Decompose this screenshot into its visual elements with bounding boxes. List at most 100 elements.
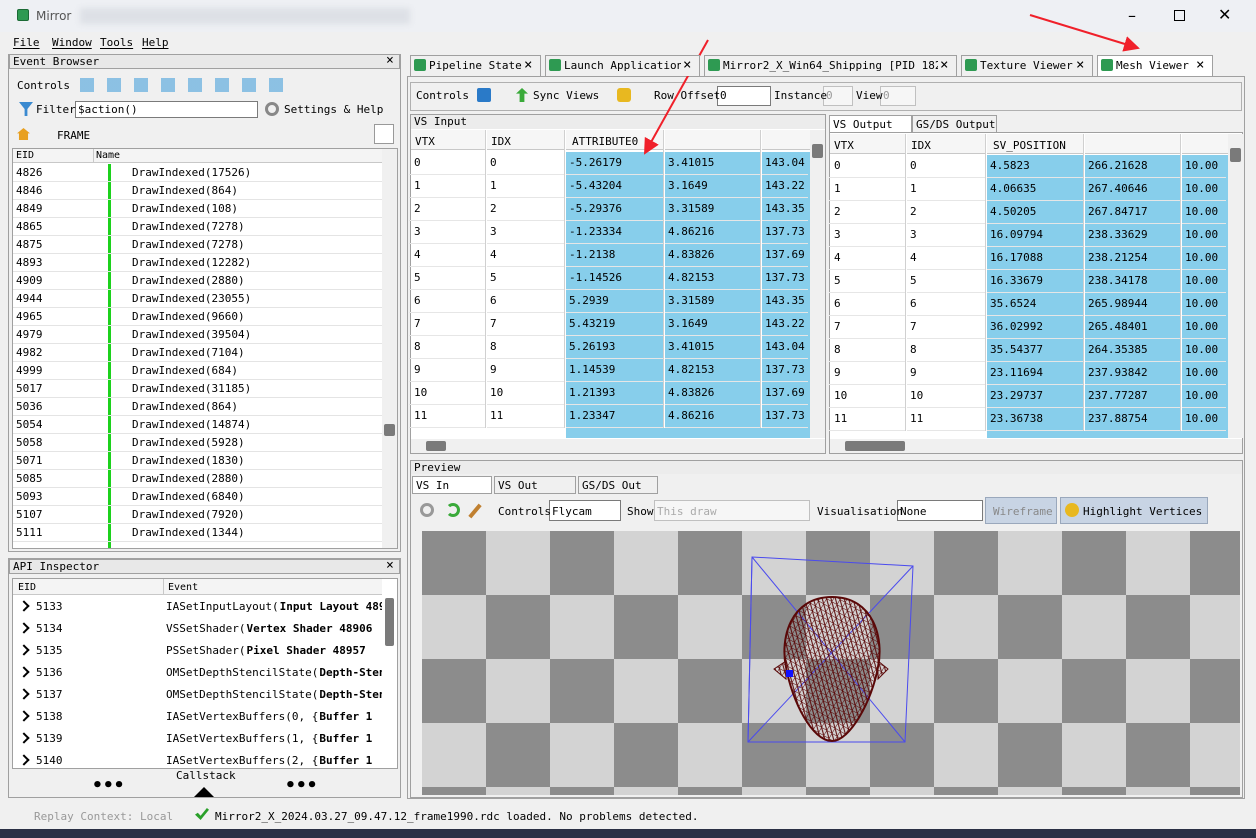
value-cell: -1.14526 — [569, 271, 622, 284]
tab-label[interactable]: Mirror2_X_Win64_Shipping [PID 182… — [723, 59, 938, 72]
tab-label[interactable]: Texture Viewer — [980, 59, 1073, 72]
tab[interactable] — [704, 55, 957, 76]
settings-icon — [420, 503, 434, 517]
value-cell: 238.21254 — [1088, 251, 1148, 264]
gear-icon — [265, 102, 279, 116]
close-icon[interactable]: × — [386, 558, 394, 573]
tab[interactable] — [829, 115, 912, 133]
highlight-button[interactable] — [1060, 497, 1208, 524]
tab-label[interactable]: VS Out — [498, 479, 538, 492]
event-name[interactable]: DrawIndexed(864) — [132, 184, 238, 197]
highlight-label[interactable]: Highlight Vertices — [1083, 505, 1203, 518]
event-name[interactable]: DrawIndexed(17526) — [132, 166, 252, 179]
event-name[interactable]: DrawIndexed(5928) — [132, 436, 245, 449]
tab[interactable] — [912, 115, 997, 133]
row-offset-input[interactable] — [717, 86, 771, 106]
event-name[interactable]: DrawIndexed(9660) — [132, 310, 245, 323]
close-button[interactable]: ✕ — [1218, 5, 1232, 24]
menu-item[interactable]: Tools — [100, 36, 134, 49]
event-name[interactable]: DrawIndexed(7278) — [132, 220, 245, 233]
event-name[interactable]: DrawIndexed(23055) — [132, 292, 252, 305]
visualisation-value[interactable]: None — [900, 505, 927, 518]
event-name[interactable]: DrawIndexed(108) — [132, 202, 238, 215]
tab-close[interactable]: × — [940, 57, 949, 73]
tab-label[interactable]: Launch Application — [564, 59, 681, 72]
event-id: 4826 — [16, 166, 43, 179]
row-line — [13, 523, 382, 524]
tab-close[interactable]: × — [683, 57, 692, 73]
close-icon[interactable]: × — [386, 53, 394, 68]
event-id: 4979 — [16, 328, 43, 341]
event-name[interactable]: DrawIndexed(1830) — [132, 454, 245, 467]
event-name[interactable]: DrawIndexed(6840) — [132, 490, 245, 503]
row-line — [13, 325, 382, 326]
event-name[interactable]: DrawIndexed(864) — [132, 400, 238, 413]
tab-label[interactable]: VS Output — [833, 118, 893, 131]
tab-close[interactable]: × — [1076, 57, 1085, 73]
event-name[interactable]: DrawIndexed(7920) — [132, 508, 245, 521]
filter-value: $action() — [78, 103, 138, 116]
tab-label[interactable]: Pipeline State — [429, 59, 522, 72]
event-name[interactable]: DrawIndexed(39504) — [132, 328, 252, 341]
tab-label[interactable]: VS In — [416, 479, 450, 492]
event-name[interactable]: DrawIndexed(2880) — [132, 274, 245, 287]
tab[interactable] — [410, 55, 541, 76]
app-icon — [17, 9, 29, 21]
value-cell: 16.17088 — [990, 251, 1043, 264]
minimize-button[interactable]: – — [1128, 6, 1136, 25]
value-cell: 137.69 — [765, 386, 805, 399]
menu-item[interactable]: Window — [52, 36, 92, 49]
column-divider — [93, 149, 94, 163]
event-id: 4865 — [16, 220, 43, 233]
panel-title: VS Input — [414, 115, 467, 128]
tab[interactable] — [961, 55, 1093, 76]
event-name[interactable]: DrawIndexed(7104) — [132, 346, 245, 359]
row-line — [13, 253, 382, 254]
tab-close[interactable]: × — [524, 57, 533, 73]
dots[interactable]: ••• — [285, 775, 318, 796]
tab[interactable] — [545, 55, 700, 76]
index-cell: 11 — [834, 412, 848, 425]
edit-button[interactable] — [374, 124, 394, 144]
event-name[interactable]: DrawIndexed(2880) — [132, 472, 245, 485]
column-header: IDX — [911, 139, 931, 152]
dots[interactable]: ••• — [92, 775, 125, 796]
tab-label[interactable]: GS/DS Output — [916, 118, 996, 131]
row-line — [409, 427, 808, 428]
event-name[interactable]: DrawIndexed(31185) — [132, 382, 252, 395]
value-cell: 10.00 — [1185, 274, 1219, 287]
index-cell: 6 — [490, 294, 497, 307]
value-cell: 265.98944 — [1088, 297, 1148, 310]
tab-label[interactable]: GS/DS Out — [582, 479, 642, 492]
index-cell: 1 — [414, 179, 421, 192]
settings-button[interactable]: Settings & Help — [284, 103, 384, 116]
value-cell: 36.02992 — [990, 320, 1043, 333]
index-cell: 10 — [834, 389, 848, 402]
taskbar — [0, 829, 1256, 838]
event-name[interactable]: DrawIndexed(7278) — [132, 238, 245, 251]
event-name[interactable]: DrawIndexed(12282) — [132, 256, 252, 269]
camera-combo[interactable] — [549, 500, 621, 521]
event-name[interactable]: DrawIndexed(684) — [132, 364, 238, 377]
menu-item[interactable]: File — [13, 36, 40, 49]
tab[interactable] — [578, 476, 658, 494]
menu-item[interactable]: Help — [142, 36, 169, 49]
index-cell: 8 — [414, 340, 421, 353]
tab-label[interactable]: Mesh Viewer — [1116, 59, 1189, 72]
home-icon — [17, 128, 30, 140]
tab-icon — [1101, 59, 1113, 71]
up-arrow[interactable] — [194, 787, 214, 797]
event-name[interactable]: DrawIndexed(1344) — [132, 526, 245, 539]
tab[interactable] — [1097, 55, 1213, 76]
visualisation-combo[interactable] — [897, 500, 983, 521]
filter-input[interactable] — [75, 101, 258, 118]
value-cell: 238.34178 — [1088, 274, 1148, 287]
tab[interactable] — [412, 476, 492, 494]
value-cell: 237.77287 — [1088, 389, 1148, 402]
tab[interactable] — [494, 476, 576, 494]
maximize-button[interactable] — [1174, 10, 1185, 21]
camera-value[interactable]: Flycam — [552, 505, 592, 518]
event-name[interactable]: DrawIndexed(14874) — [132, 418, 252, 431]
tab-close[interactable]: × — [1196, 57, 1205, 73]
sync-button[interactable]: Sync Views — [533, 89, 600, 102]
